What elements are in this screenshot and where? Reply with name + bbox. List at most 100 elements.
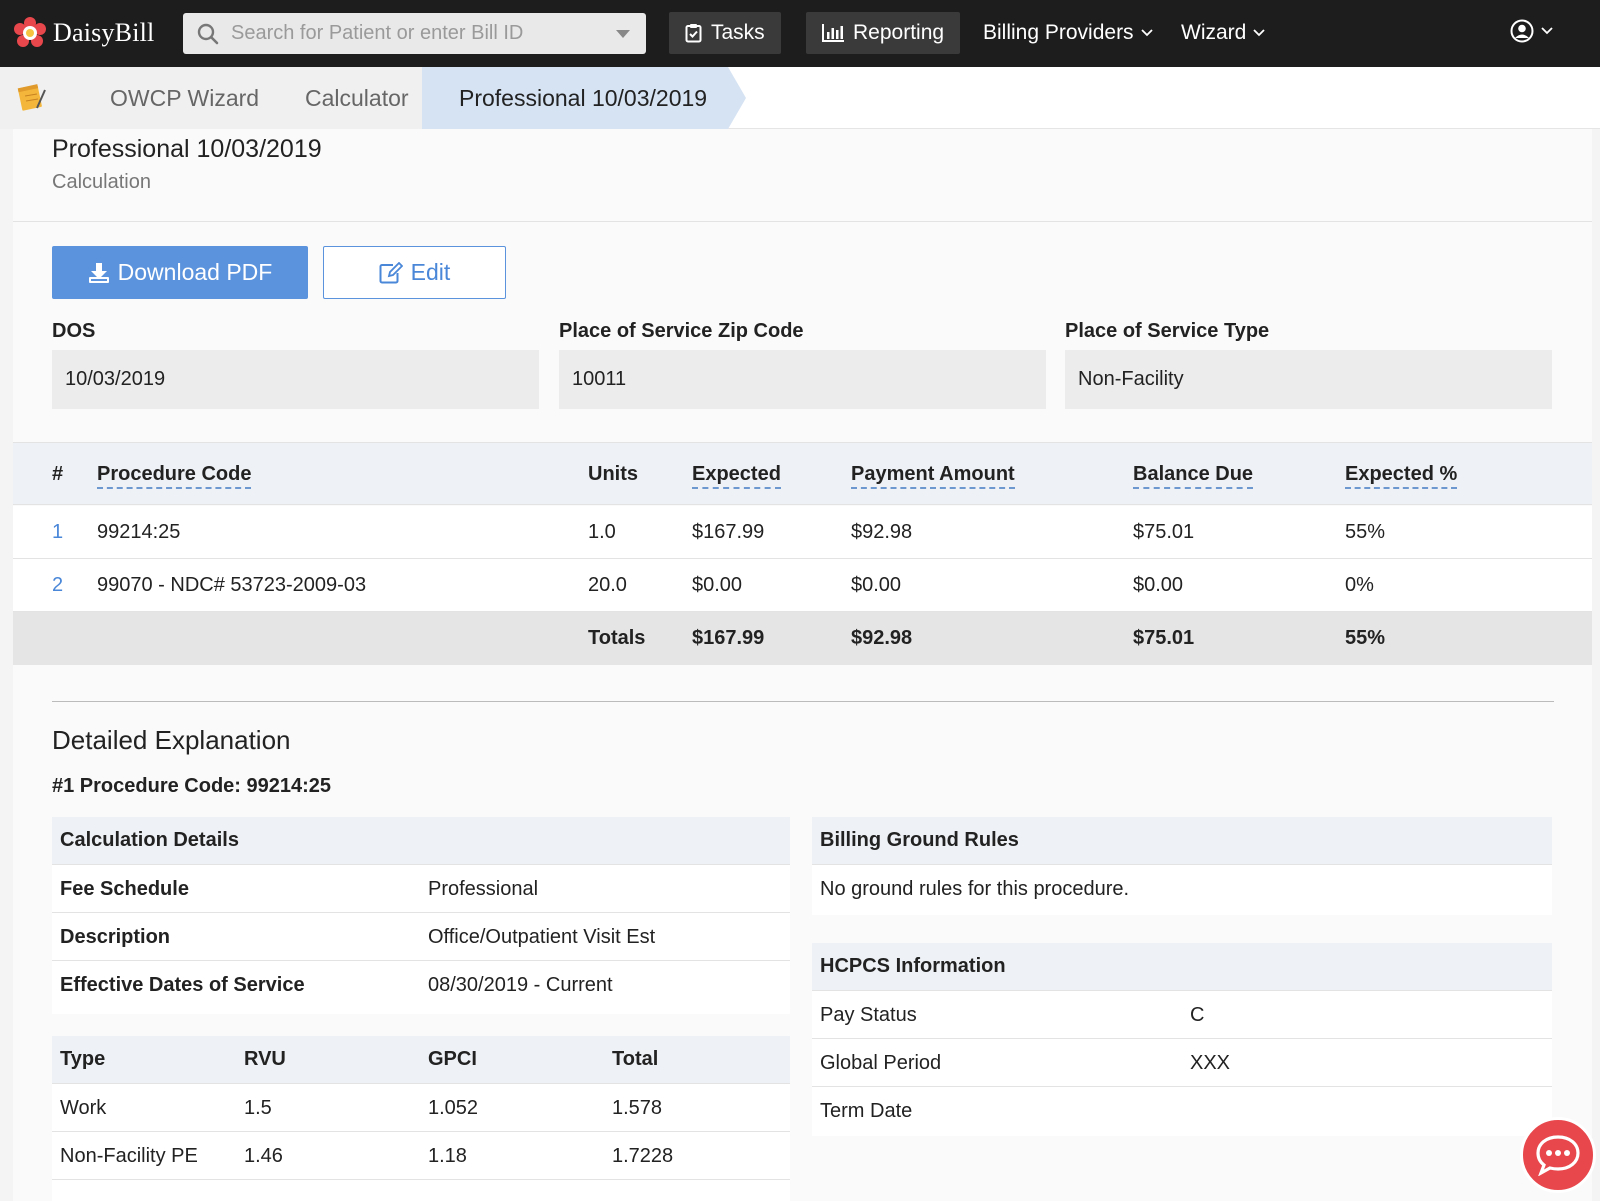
patient-search[interactable] bbox=[183, 13, 646, 54]
breadcrumb-calculator[interactable]: Calculator bbox=[270, 67, 422, 129]
hcpcs-row: Term Date bbox=[812, 1087, 1552, 1135]
gpci-value: 1.052 bbox=[428, 1097, 479, 1119]
edit-icon bbox=[379, 261, 403, 283]
row-number-link[interactable]: 2 bbox=[52, 574, 64, 596]
divider bbox=[52, 701, 1554, 702]
download-icon bbox=[88, 262, 109, 283]
expected: $167.99 bbox=[692, 521, 765, 543]
caret-down-icon[interactable] bbox=[616, 30, 630, 38]
detail-row: Description Office/Outpatient Visit Est bbox=[52, 913, 790, 961]
dos-value: 10/03/2019 bbox=[52, 350, 539, 409]
detail-label: Description bbox=[60, 926, 171, 948]
rvu-type: Non-Facility PE bbox=[60, 1145, 198, 1167]
edit-button[interactable]: Edit bbox=[323, 246, 506, 299]
tasks-button[interactable]: Tasks bbox=[669, 12, 781, 54]
detail-value: 08/30/2019 - Current bbox=[428, 974, 613, 996]
col-procedure-code[interactable]: Procedure Code bbox=[97, 463, 252, 489]
zip-code-label: Place of Service Zip Code bbox=[559, 320, 804, 342]
total-value: 1.7228 bbox=[612, 1145, 674, 1167]
table-row: 1 99214:25 1.0 $167.99 $92.98 $75.01 55% bbox=[13, 506, 1592, 559]
reporting-button[interactable]: Reporting bbox=[806, 12, 961, 54]
hcpcs-value: XXX bbox=[1190, 1052, 1231, 1074]
calculation-panel: Professional 10/03/2019 Calculation Down… bbox=[13, 129, 1592, 1201]
clipboard-check-icon bbox=[685, 24, 702, 43]
col-total: Total bbox=[612, 1048, 659, 1070]
totals-label: Totals bbox=[588, 627, 646, 649]
expected: $0.00 bbox=[692, 574, 743, 596]
reporting-label: Reporting bbox=[853, 21, 945, 44]
gpci-value: 1.18 bbox=[428, 1145, 467, 1167]
daisy-flower-icon bbox=[14, 17, 46, 47]
search-input[interactable] bbox=[231, 22, 611, 45]
zip-code-value: 10011 bbox=[559, 350, 1046, 409]
download-pdf-label: Download PDF bbox=[117, 259, 273, 285]
section-subtitle: #1 Procedure Code: 99214:25 bbox=[52, 775, 332, 797]
breadcrumb-owcp-wizard[interactable]: OWCP Wizard bbox=[78, 67, 270, 129]
download-pdf-button[interactable]: Download PDF bbox=[52, 246, 308, 299]
brand-name: DaisyBill bbox=[53, 18, 155, 47]
page-title: Professional 10/03/2019 bbox=[52, 135, 322, 163]
notepad-icon bbox=[17, 84, 46, 111]
calculation-details-header: Calculation Details bbox=[52, 817, 790, 865]
chevron-down-icon bbox=[1541, 27, 1553, 35]
chevron-down-icon bbox=[1140, 29, 1153, 37]
dos-label: DOS bbox=[52, 320, 96, 342]
units: 1.0 bbox=[588, 521, 616, 543]
ground-rules-header: Billing Ground Rules bbox=[812, 817, 1552, 865]
col-payment-amount[interactable]: Payment Amount bbox=[851, 463, 1015, 489]
detail-label: Effective Dates of Service bbox=[60, 974, 305, 996]
brand-logo[interactable]: DaisyBill bbox=[13, 15, 154, 51]
expected-percent: 55% bbox=[1345, 521, 1386, 543]
section-title: Detailed Explanation bbox=[52, 725, 291, 755]
hcpcs-header: HCPCS Information bbox=[812, 943, 1552, 991]
service-type-value: Non-Facility bbox=[1065, 350, 1552, 409]
breadcrumb-current: Professional 10/03/2019 bbox=[422, 67, 728, 129]
ground-rules-card: Billing Ground Rules No ground rules for… bbox=[812, 817, 1552, 915]
breadcrumb-home[interactable] bbox=[0, 67, 78, 129]
detail-value: Professional bbox=[428, 878, 539, 900]
calculation-details-card: Calculation Details Fee Schedule Profess… bbox=[52, 817, 790, 1014]
col-balance-due[interactable]: Balance Due bbox=[1133, 463, 1254, 489]
col-expected[interactable]: Expected bbox=[692, 463, 781, 489]
ground-rules-row: No ground rules for this procedure. bbox=[812, 865, 1552, 913]
user-circle-icon bbox=[1510, 19, 1534, 43]
procedure-code: 99214:25 bbox=[97, 521, 181, 543]
top-navbar: DaisyBill Tasks Reporting Billing Provid… bbox=[0, 0, 1600, 67]
breadcrumb: OWCP Wizard Calculator Professional 10/0… bbox=[0, 67, 1600, 129]
tasks-label: Tasks bbox=[711, 21, 765, 44]
hcpcs-row: Global Period XXX bbox=[812, 1039, 1552, 1087]
table-row: Non-Facility PE 1.46 1.18 1.7228 bbox=[52, 1132, 790, 1180]
detail-label: Fee Schedule bbox=[60, 878, 189, 900]
page-subtitle: Calculation bbox=[52, 171, 151, 193]
chevron-down-icon bbox=[1253, 29, 1265, 37]
rvu-table-header: Type RVU GPCI Total bbox=[52, 1036, 790, 1084]
wizard-menu[interactable]: Wizard bbox=[1181, 12, 1265, 54]
detail-row: Fee Schedule Professional bbox=[52, 865, 790, 913]
col-expected-percent[interactable]: Expected % bbox=[1345, 463, 1458, 489]
user-menu[interactable] bbox=[1510, 19, 1553, 43]
detail-row: Effective Dates of Service 08/30/2019 - … bbox=[52, 961, 790, 1009]
hcpcs-value: C bbox=[1190, 1004, 1205, 1026]
units: 20.0 bbox=[588, 574, 627, 596]
bar-chart-icon bbox=[822, 24, 844, 42]
total-value: 1.578 bbox=[612, 1097, 663, 1119]
total-expected-percent: 55% bbox=[1345, 627, 1386, 649]
table-row: Work 1.5 1.052 1.578 bbox=[52, 1084, 790, 1132]
rvu-table: Type RVU GPCI Total Work 1.5 1.052 1.578… bbox=[52, 1036, 790, 1201]
payment-amount: $92.98 bbox=[851, 521, 913, 543]
balance-due: $75.01 bbox=[1133, 521, 1195, 543]
col-rvu: RVU bbox=[244, 1048, 286, 1070]
col-gpci: GPCI bbox=[428, 1048, 477, 1070]
breadcrumb-arrow bbox=[728, 67, 746, 129]
row-number-link[interactable]: 1 bbox=[52, 521, 64, 543]
payment-amount: $0.00 bbox=[851, 574, 902, 596]
totals-row: Totals $167.99 $92.98 $75.01 55% bbox=[13, 612, 1592, 665]
hcpcs-card: HCPCS Information Pay Status C Global Pe… bbox=[812, 943, 1552, 1136]
balance-due: $0.00 bbox=[1133, 574, 1184, 596]
chat-widget-button[interactable] bbox=[1520, 1117, 1596, 1193]
rvu-value: 1.5 bbox=[244, 1097, 272, 1119]
hcpcs-label: Global Period bbox=[820, 1052, 942, 1074]
procedure-code: 99070 - NDC# 53723-2009-03 bbox=[97, 574, 367, 596]
expected-percent: 0% bbox=[1345, 574, 1374, 596]
billing-providers-menu[interactable]: Billing Providers bbox=[983, 12, 1153, 54]
